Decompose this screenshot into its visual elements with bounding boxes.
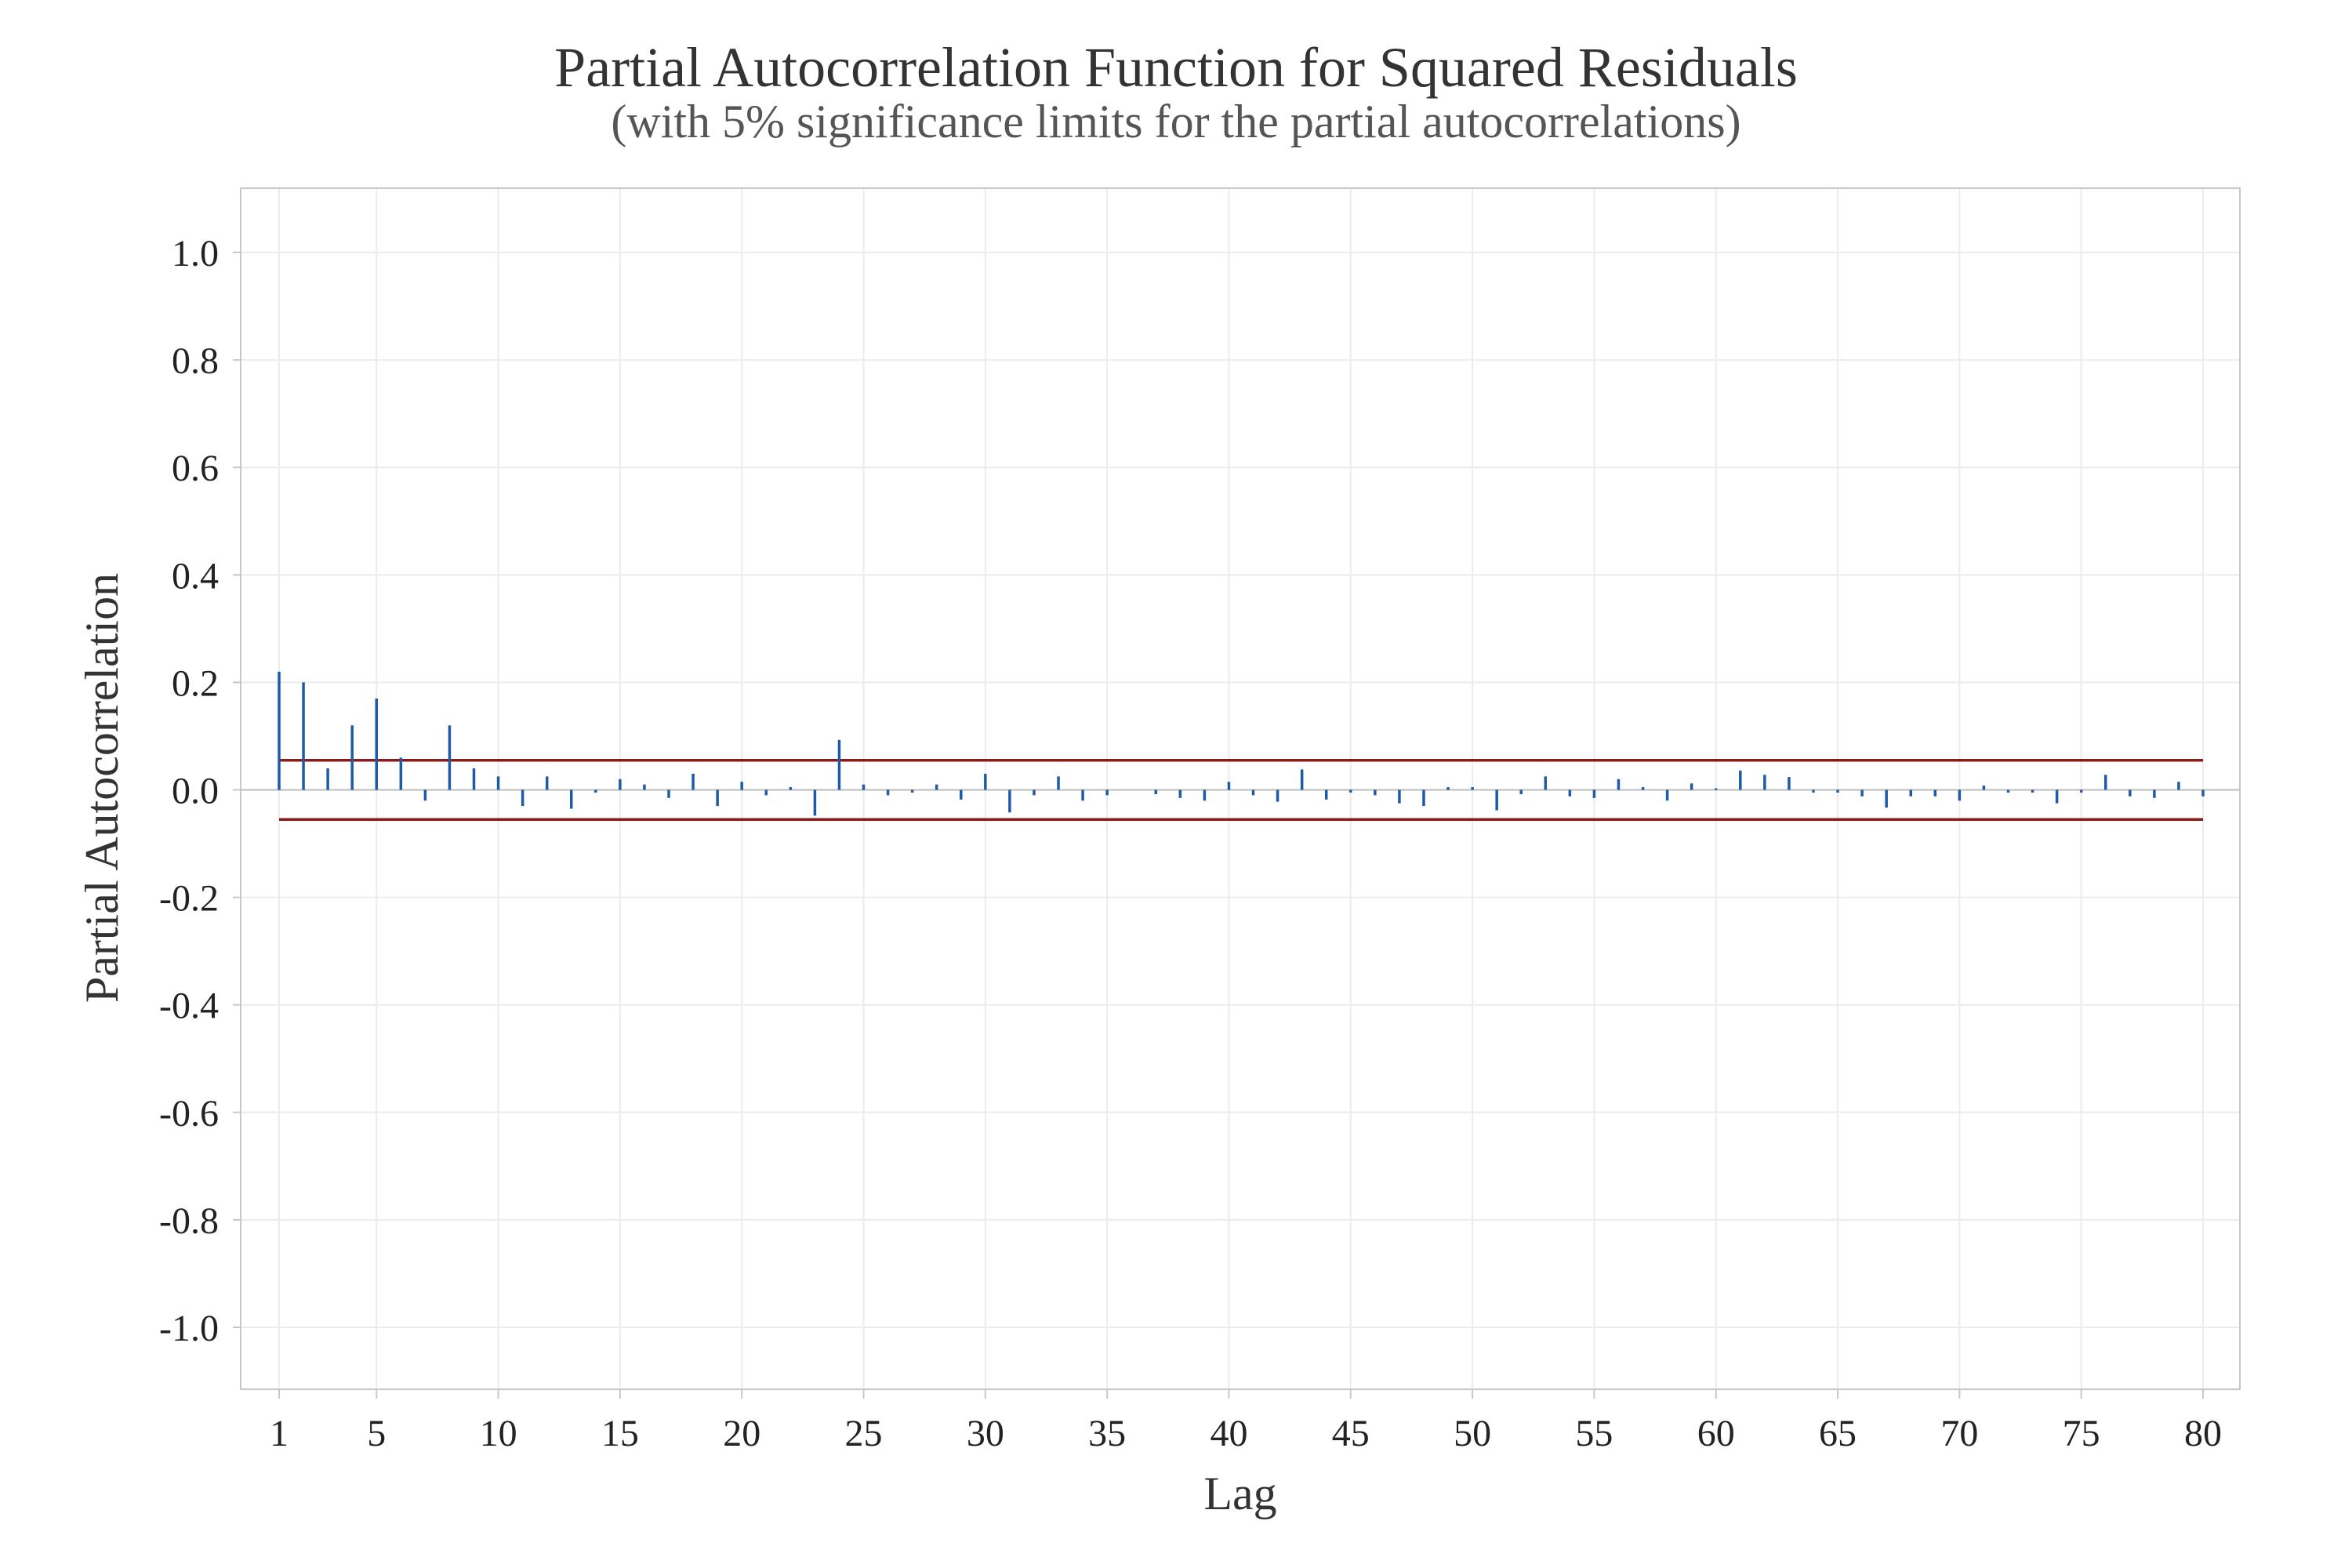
x-tick-label: 5 xyxy=(367,1413,386,1454)
y-tick-label: 1.0 xyxy=(172,233,219,274)
y-tick-label: 0.2 xyxy=(172,662,219,704)
pacf-spikes xyxy=(278,671,2205,816)
chart-title: Partial Autocorrelation Function for Squ… xyxy=(554,36,1798,99)
plot-frame xyxy=(240,187,2241,1390)
y-tick-label: 0.8 xyxy=(172,340,219,382)
significance-limits xyxy=(279,759,2203,821)
x-axis-label: Lag xyxy=(1203,1468,1276,1519)
y-axis-label: Partial Autocorrelation xyxy=(76,573,128,1003)
x-tick-label: 60 xyxy=(1697,1413,1735,1454)
y-tick-label: -0.4 xyxy=(159,985,219,1027)
x-tick-label: 20 xyxy=(723,1413,760,1454)
x-tick-label: 75 xyxy=(2063,1413,2100,1454)
grid-lines xyxy=(241,188,2240,1389)
x-tick-label: 50 xyxy=(1454,1413,1491,1454)
x-tick-label: 1 xyxy=(270,1413,289,1454)
y-axis-ticks: 1.0 0.8 0.6 0.4 0.2 0.0 -0.2 -0.4 -0.6 -0.8 -1.0 xyxy=(159,233,241,1349)
y-tick-label: 0.0 xyxy=(172,771,219,812)
x-tick-label: 10 xyxy=(480,1413,517,1454)
x-tick-label: 35 xyxy=(1088,1413,1126,1454)
x-tick-label: 55 xyxy=(1575,1413,1613,1454)
x-tick-label: 65 xyxy=(1819,1413,1857,1454)
y-tick-label: -0.2 xyxy=(159,878,219,920)
x-tick-label: 45 xyxy=(1332,1413,1370,1454)
y-tick-label: 0.4 xyxy=(172,555,219,597)
x-tick-label: 15 xyxy=(601,1413,639,1454)
x-tick-label: 70 xyxy=(1940,1413,1978,1454)
y-tick-label: -0.8 xyxy=(159,1200,219,1242)
x-tick-label: 30 xyxy=(967,1413,1004,1454)
y-tick-label: -1.0 xyxy=(159,1308,219,1349)
y-tick-label: 0.6 xyxy=(172,448,219,489)
y-tick-label: -0.6 xyxy=(159,1093,219,1134)
x-tick-label: 80 xyxy=(2184,1413,2222,1454)
chart-subtitle: (with 5% significance limits for the par… xyxy=(611,96,1740,147)
x-tick-label: 40 xyxy=(1210,1413,1247,1454)
x-axis-ticks: 1 5 10 15 20 25 30 35 40 45 50 55 60 65 70 75 80 xyxy=(270,1389,2222,1454)
x-tick-label: 25 xyxy=(845,1413,883,1454)
